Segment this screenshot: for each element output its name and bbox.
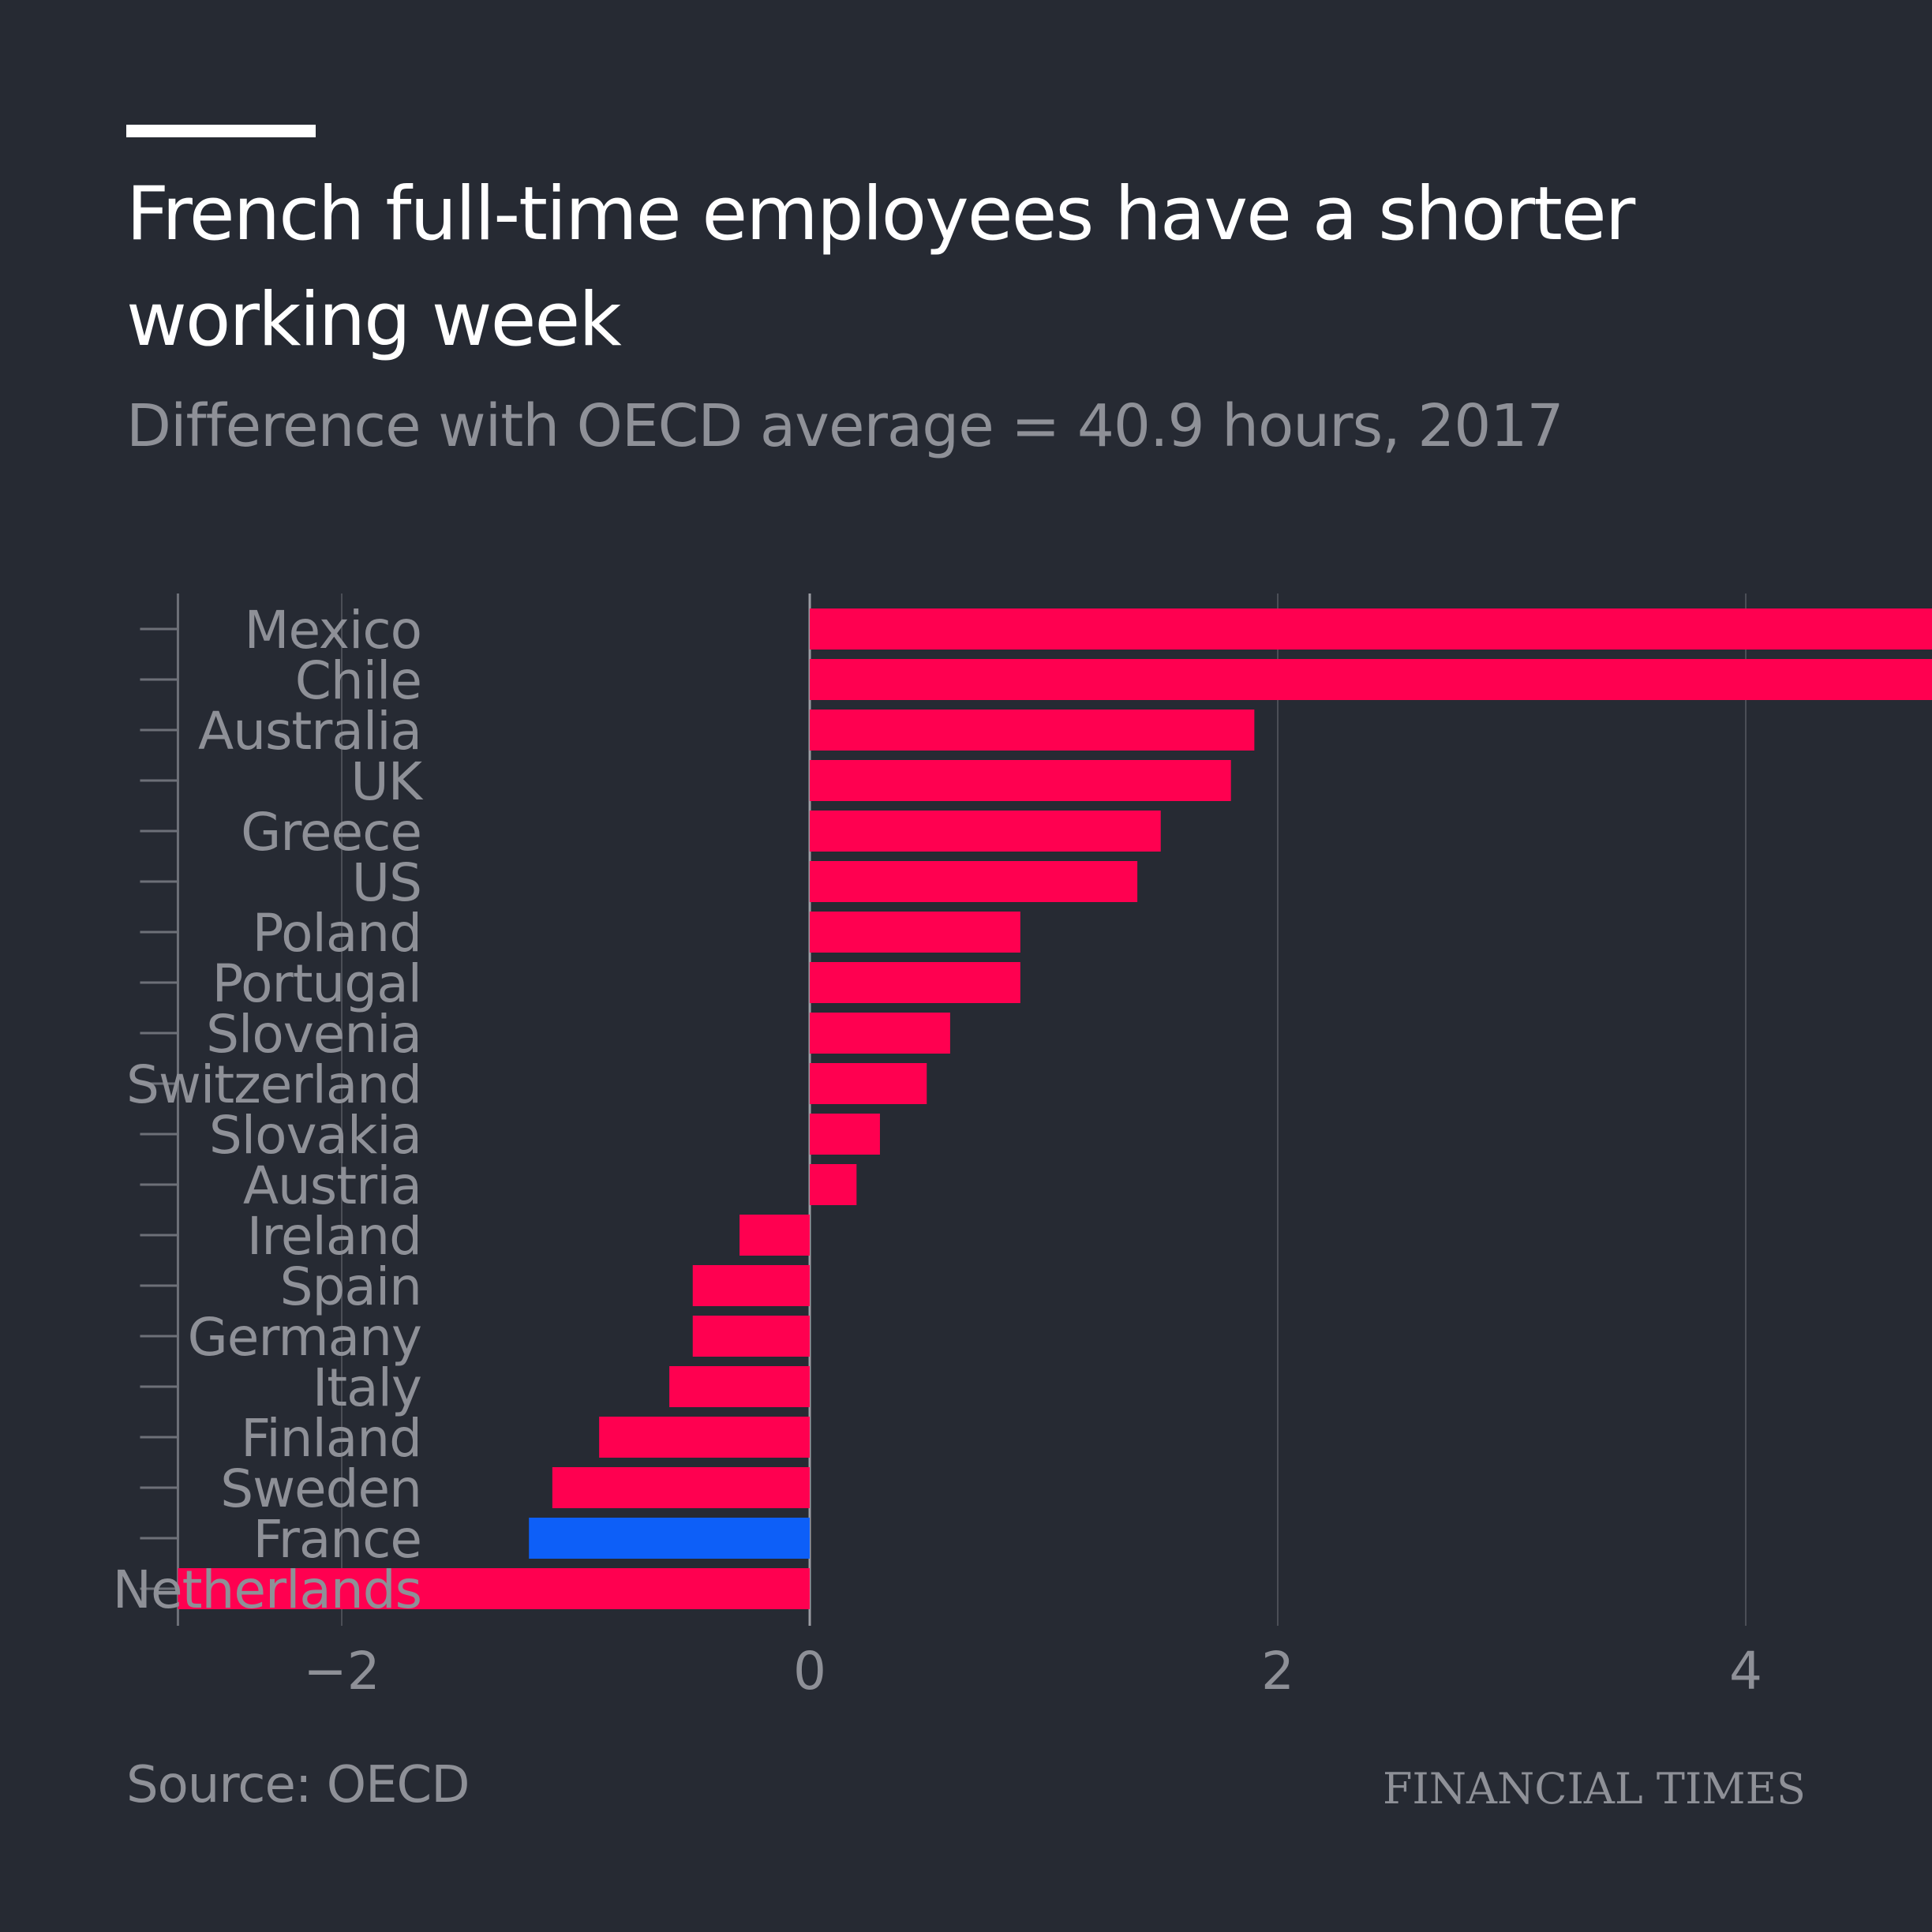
- chart-subtitle: Difference with OECD average = 40.9 hour…: [126, 392, 1564, 460]
- category-label: Switzerland: [126, 1054, 421, 1115]
- category-label: Slovakia: [209, 1105, 421, 1166]
- bar-austria: [810, 1164, 857, 1205]
- category-label: Italy: [313, 1357, 421, 1418]
- bar-slovenia: [810, 1013, 950, 1054]
- bar-ireland: [739, 1215, 810, 1256]
- bar-switzerland: [810, 1063, 927, 1104]
- bar-chile: [810, 659, 1932, 700]
- bar-finland: [599, 1417, 810, 1458]
- category-label: UK: [350, 751, 423, 812]
- category-label: Sweden: [220, 1458, 421, 1519]
- category-label: Germany: [188, 1307, 421, 1368]
- title-accent-rule: [126, 125, 316, 137]
- publisher-logo: FINANCIAL TIMES: [1382, 1764, 1806, 1814]
- category-label: Chile: [295, 650, 421, 711]
- bar-germany: [692, 1316, 810, 1357]
- category-label: Spain: [280, 1256, 421, 1317]
- category-label: Slovenia: [206, 1004, 421, 1065]
- bar-portugal: [810, 962, 1020, 1003]
- category-label: Netherlands: [113, 1559, 421, 1620]
- category-label: US: [352, 852, 421, 913]
- category-label: Ireland: [247, 1206, 421, 1267]
- bar-poland: [810, 912, 1020, 953]
- category-label: Australia: [198, 701, 421, 762]
- category-label: Finland: [241, 1408, 421, 1469]
- x-tick-label: 0: [793, 1641, 826, 1702]
- x-tick-labels: −202468: [303, 1641, 1762, 1702]
- category-label: Portugal: [212, 953, 421, 1014]
- category-label: Greece: [241, 802, 421, 863]
- y-axis: [140, 593, 179, 1626]
- x-tick-label: 2: [1261, 1641, 1294, 1702]
- chart-title: French full-time employees have a shorte…: [126, 171, 1635, 363]
- category-label: Austria: [243, 1155, 421, 1216]
- bar-uk: [810, 760, 1231, 801]
- bar-netherlands: [178, 1568, 810, 1609]
- source-note: Source: OECD: [126, 1756, 470, 1814]
- bar-australia: [810, 710, 1255, 751]
- bar-slovakia: [810, 1114, 880, 1155]
- category-label: Poland: [253, 903, 421, 964]
- bar-sweden: [552, 1467, 810, 1508]
- x-tick-label: −2: [303, 1641, 380, 1702]
- category-label: France: [253, 1509, 421, 1570]
- x-tick-label: 4: [1729, 1641, 1762, 1702]
- bar-france: [529, 1518, 810, 1559]
- bar-greece: [810, 811, 1161, 852]
- bar-italy: [669, 1366, 810, 1407]
- category-label: Mexico: [245, 600, 421, 661]
- bars: [178, 608, 1932, 1609]
- category-labels: MexicoChileAustraliaUKGreeceUSPolandPort…: [113, 600, 425, 1620]
- bar-spain: [692, 1265, 810, 1306]
- bar-us: [810, 861, 1138, 902]
- bar-mexico: [810, 608, 1932, 650]
